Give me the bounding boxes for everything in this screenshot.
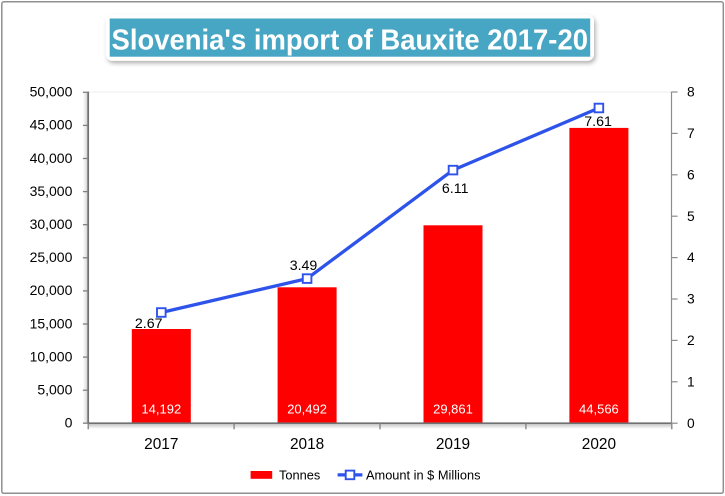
svg-text:3: 3 [687,292,695,307]
svg-text:25,000: 25,000 [30,249,73,265]
svg-text:2020: 2020 [582,436,616,453]
svg-text:6: 6 [687,167,695,182]
svg-text:6.11: 6.11 [442,181,469,197]
svg-text:2017: 2017 [144,436,178,453]
svg-text:1: 1 [687,374,695,389]
svg-text:10,000: 10,000 [30,348,73,364]
svg-text:14,192: 14,192 [141,402,181,417]
svg-text:0: 0 [687,416,695,431]
svg-text:45,000: 45,000 [30,117,73,133]
svg-text:20,492: 20,492 [287,402,327,417]
svg-text:7.61: 7.61 [584,114,612,130]
svg-text:20,000: 20,000 [30,282,73,298]
svg-text:15,000: 15,000 [30,315,73,331]
svg-text:2018: 2018 [290,436,324,453]
svg-text:29,861: 29,861 [433,402,473,417]
svg-text:7: 7 [687,126,695,141]
svg-text:2.67: 2.67 [135,316,163,332]
svg-text:Tonnes: Tonnes [279,467,320,482]
svg-text:30,000: 30,000 [30,216,73,232]
svg-text:Slovenia's import of Bauxite 2: Slovenia's import of Bauxite 2017-20 [112,24,589,56]
svg-text:0: 0 [65,415,73,431]
svg-text:3.49: 3.49 [290,258,318,274]
svg-text:50,000: 50,000 [30,84,73,100]
svg-text:2: 2 [687,333,695,348]
svg-text:Amount in $ Millions: Amount in $ Millions [366,467,481,482]
svg-text:40,000: 40,000 [30,150,73,166]
svg-text:8: 8 [687,85,695,100]
svg-text:5: 5 [687,209,695,224]
svg-text:44,566: 44,566 [579,402,619,417]
svg-text:4: 4 [687,250,695,265]
svg-text:2019: 2019 [436,436,470,453]
svg-text:5,000: 5,000 [37,382,72,398]
svg-text:35,000: 35,000 [30,183,73,199]
